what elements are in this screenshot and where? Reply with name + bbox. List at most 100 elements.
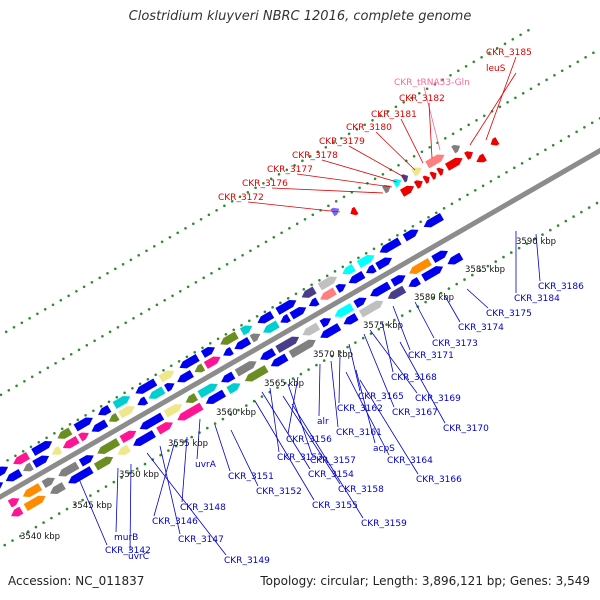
gene-label: uvrC xyxy=(128,552,149,562)
scale-dot xyxy=(90,281,94,284)
scale-dot xyxy=(37,441,41,444)
gene-label: CKR_3159 xyxy=(361,519,407,529)
scale-dot xyxy=(463,278,466,281)
scale-dot xyxy=(43,308,47,311)
leader-line xyxy=(348,343,361,392)
leader-line xyxy=(466,288,489,309)
leader-line xyxy=(423,86,441,151)
scale-dot xyxy=(132,317,135,320)
scale-dot xyxy=(199,218,203,221)
scale-dot xyxy=(4,330,8,334)
gene-arrow xyxy=(334,303,354,317)
scale-dot xyxy=(202,276,205,280)
gene-arrow xyxy=(156,422,173,435)
scale-dot xyxy=(177,360,181,363)
scale-dot xyxy=(489,180,493,183)
scale-dot xyxy=(303,218,307,221)
gene-label: acpS xyxy=(373,444,395,454)
scale-dot xyxy=(519,33,522,37)
gene-arrow xyxy=(409,258,432,274)
scale-dot xyxy=(545,78,548,82)
gene-arrow xyxy=(408,277,421,287)
gene-label: CKR_3177 xyxy=(267,165,313,175)
scale-dot xyxy=(486,264,490,268)
scale-dot xyxy=(36,312,39,316)
scale-dot xyxy=(263,310,267,314)
scale-dot xyxy=(107,400,111,404)
gene-arrow xyxy=(308,297,320,307)
scale-dot xyxy=(527,29,530,32)
scale-dot xyxy=(478,269,482,272)
gene-arrow xyxy=(234,361,257,377)
gene-arrow xyxy=(249,333,261,343)
gene-label: CKR_3165 xyxy=(358,392,404,402)
scale-dot xyxy=(246,191,250,194)
scale-dot xyxy=(46,366,50,370)
scale-dot xyxy=(467,123,471,127)
scale-dot xyxy=(521,92,525,95)
gene-arrow xyxy=(280,314,291,323)
scale-dot xyxy=(580,210,583,214)
gene-label: CKR_3186 xyxy=(538,282,584,292)
gene-arrow xyxy=(41,477,55,488)
scale-dot xyxy=(393,318,396,322)
leader-line xyxy=(375,131,416,171)
gene-arrow xyxy=(370,281,392,297)
gene-arrow xyxy=(381,184,391,194)
scale-dot xyxy=(322,359,326,362)
scale-dot xyxy=(276,386,279,389)
gene-label: CKR_3164 xyxy=(387,456,433,466)
scale-dot xyxy=(511,38,515,41)
scale-dot xyxy=(316,150,320,154)
gene-label: CKR_3148 xyxy=(180,503,226,513)
gene-arrow xyxy=(402,229,419,242)
scale-dot xyxy=(553,74,556,77)
gene-arrow xyxy=(447,252,464,265)
gene-arrow xyxy=(158,370,175,383)
scale-dot xyxy=(400,314,404,317)
gene-label: CKR_3167 xyxy=(392,408,438,418)
gene-label: CKR_3162 xyxy=(337,404,383,414)
scale-dot xyxy=(342,195,346,199)
gene-label: CKR_3172 xyxy=(218,193,264,203)
scale-dot xyxy=(230,200,234,203)
scale-dot xyxy=(210,272,213,275)
scale-label: 3570 kbp xyxy=(313,350,353,360)
scale-dot xyxy=(185,355,189,359)
gene-arrow-red xyxy=(490,137,500,146)
scale-dot xyxy=(159,453,162,457)
scale-dot xyxy=(264,240,268,244)
scale-dot xyxy=(347,132,351,136)
scale-dot xyxy=(192,222,195,226)
gene-arrow xyxy=(343,313,359,325)
scale-dot xyxy=(576,60,580,64)
leader-line xyxy=(318,363,321,417)
scale-dot xyxy=(81,498,84,502)
scale-dot xyxy=(30,375,34,379)
scale-dot xyxy=(441,78,445,82)
gene-label: CKR_3142 xyxy=(105,546,151,556)
scale-dot xyxy=(237,408,240,412)
scale-dot xyxy=(229,413,232,416)
scale-dot xyxy=(529,87,533,91)
gene-arrow xyxy=(194,363,206,373)
scale-dot xyxy=(174,444,178,448)
scale-dot xyxy=(301,159,304,163)
scale-dot xyxy=(85,344,89,347)
scale-dot xyxy=(38,371,42,374)
scale-dot xyxy=(179,290,182,293)
gene-arrow xyxy=(23,495,46,511)
scale-dot xyxy=(556,224,560,227)
scale-dot xyxy=(60,427,64,431)
scale-dot xyxy=(373,177,377,181)
gene-arrow xyxy=(31,441,53,456)
scale-dot xyxy=(221,417,225,421)
scale-dot xyxy=(340,137,343,140)
gene-arrow xyxy=(375,257,392,270)
scale-dot xyxy=(592,51,595,55)
scale-dot xyxy=(502,255,505,259)
scale-dot xyxy=(98,276,101,280)
scale-dot xyxy=(19,534,22,538)
gene-arrow xyxy=(58,461,80,477)
scale-dot xyxy=(128,471,131,475)
